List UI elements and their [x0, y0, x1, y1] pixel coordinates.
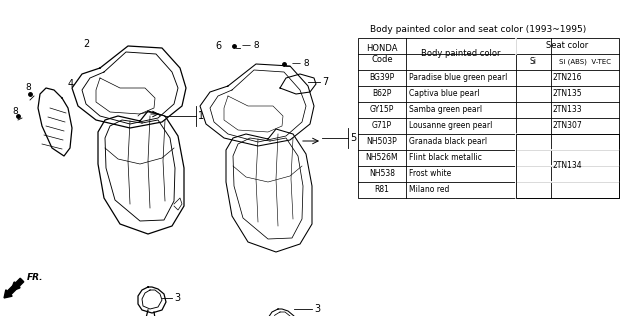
- Text: 2TN134: 2TN134: [553, 161, 582, 171]
- Text: Captiva blue pearl: Captiva blue pearl: [409, 89, 479, 99]
- Text: Granada black pearl: Granada black pearl: [409, 137, 487, 147]
- Text: 1: 1: [198, 111, 204, 121]
- Text: — 8: — 8: [242, 41, 260, 51]
- Text: 4: 4: [68, 79, 74, 89]
- Text: FR.: FR.: [27, 274, 44, 283]
- Text: B62P: B62P: [372, 89, 392, 99]
- Text: Si: Si: [530, 58, 537, 66]
- Text: Lousanne green pearl: Lousanne green pearl: [409, 121, 492, 131]
- Text: GY15P: GY15P: [370, 106, 394, 114]
- Text: 2: 2: [83, 39, 89, 49]
- Text: 7: 7: [322, 77, 328, 87]
- Bar: [516, 134, 619, 198]
- Text: 6: 6: [215, 41, 221, 51]
- Text: NH526M: NH526M: [365, 154, 398, 162]
- FancyArrow shape: [4, 278, 24, 298]
- Text: 5: 5: [350, 133, 356, 143]
- Text: 8: 8: [12, 107, 18, 117]
- Text: 2TN307: 2TN307: [552, 121, 582, 131]
- Text: BG39P: BG39P: [369, 74, 395, 82]
- Text: Samba green pearl: Samba green pearl: [409, 106, 482, 114]
- Text: 3: 3: [314, 304, 320, 314]
- Text: Body painted color and seat color (1993~1995): Body painted color and seat color (1993~…: [371, 25, 587, 33]
- Text: 2TN216: 2TN216: [553, 74, 582, 82]
- Text: — 8: — 8: [292, 59, 310, 69]
- Text: Paradise blue green pearl: Paradise blue green pearl: [409, 74, 508, 82]
- Bar: [358, 38, 619, 198]
- Text: 2TN133: 2TN133: [553, 106, 582, 114]
- Bar: [358, 38, 619, 198]
- Text: R81: R81: [374, 185, 389, 195]
- Text: NH538: NH538: [369, 169, 395, 179]
- Text: Flint black metallic: Flint black metallic: [409, 154, 482, 162]
- Text: Seat color: Seat color: [547, 41, 589, 51]
- Text: Si (ABS)  V-TEC: Si (ABS) V-TEC: [559, 59, 611, 65]
- Text: Frost white: Frost white: [409, 169, 451, 179]
- Text: G71P: G71P: [372, 121, 392, 131]
- Text: HONDA
Code: HONDA Code: [366, 44, 397, 64]
- Text: 3: 3: [174, 293, 180, 303]
- Text: 8: 8: [25, 83, 31, 93]
- Text: 2TN135: 2TN135: [553, 89, 582, 99]
- Text: Milano red: Milano red: [409, 185, 449, 195]
- Text: NH503P: NH503P: [367, 137, 397, 147]
- Text: Body painted color: Body painted color: [421, 50, 500, 58]
